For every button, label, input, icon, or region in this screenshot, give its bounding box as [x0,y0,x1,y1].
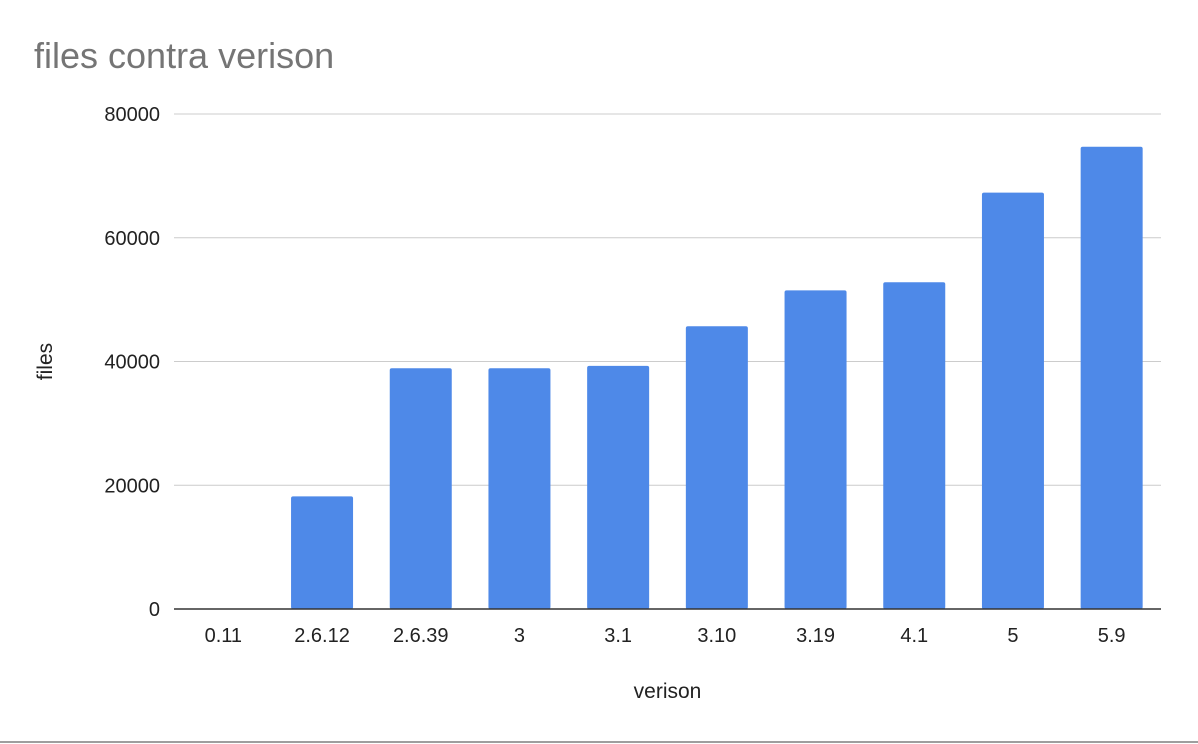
x-tick-label: 2.6.12 [294,625,350,647]
x-tick-label: 5 [1007,625,1018,647]
x-tick-label: 3.1 [604,625,632,647]
x-tick-labels: 0.11 2.6.12 2.6.39 3 3.1 3.10 3.19 4.1 5 5.9 [205,625,1126,647]
y-axis-title: files [34,343,57,380]
x-tick-label: 3.19 [796,625,835,647]
x-tick-label: 3 [514,625,525,647]
bar-3-10 [685,326,748,609]
x-tick-label: 4.1 [900,625,928,647]
x-tick-label: 3.10 [697,625,736,647]
bar-3-19 [784,290,847,609]
bar-4-1 [883,282,946,609]
y-tick-label: 20000 [104,475,160,497]
x-axis-title: verison [634,680,702,703]
bar-3 [488,368,551,609]
y-tick-label: 0 [149,599,160,621]
bar-2-6-39 [389,368,452,609]
y-tick-label: 80000 [104,104,160,126]
bar-5-9 [1080,146,1143,609]
bars [291,146,1143,610]
bar-5 [981,192,1044,610]
bar-3-1 [587,365,650,609]
y-tick-labels: 0 20000 40000 60000 80000 [104,104,160,621]
y-tick-label: 40000 [104,352,160,374]
x-tick-label: 5.9 [1098,625,1126,647]
x-tick-label: 0.11 [205,625,242,647]
y-tick-label: 60000 [104,228,160,250]
bar-2-6-12 [291,496,354,609]
x-tick-label: 2.6.39 [393,625,449,647]
chart-title: files contra verison [34,35,334,76]
